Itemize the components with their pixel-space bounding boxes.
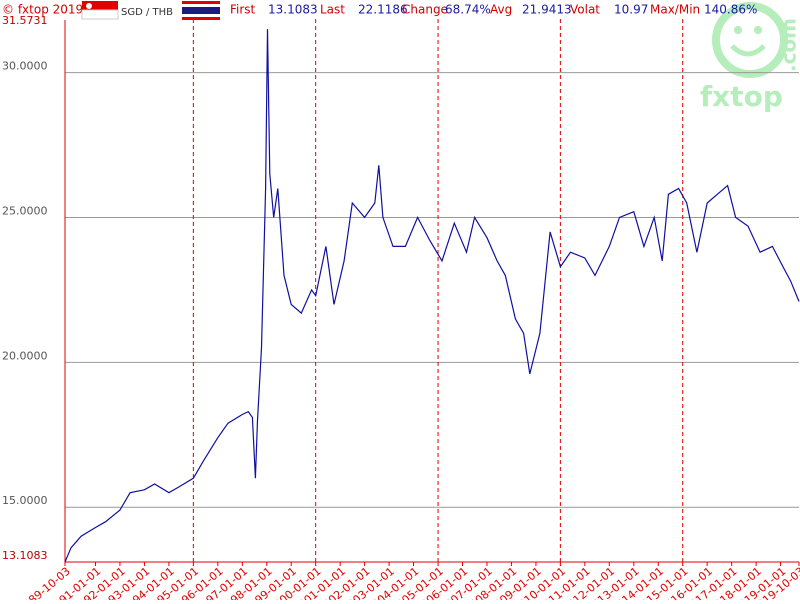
logo-eye: [734, 26, 742, 34]
series-line: [65, 29, 799, 562]
y-tick-label: 13.1083: [2, 549, 48, 562]
watermark-brand: fxtop: [700, 80, 783, 113]
y-tick-label: 25.0000: [2, 204, 48, 217]
stat-label: Change: [402, 3, 448, 17]
flag-part: [86, 3, 92, 9]
stat-value: 13.1083: [268, 3, 318, 17]
flag-sg: [82, 1, 118, 19]
stat-label: First: [230, 3, 256, 17]
stat-value: 68.74%: [445, 3, 491, 17]
stat-value: 10.97: [614, 3, 648, 17]
y-tick-label: 15.0000: [2, 494, 48, 507]
stat-label: Max/Min: [650, 3, 700, 17]
y-tick-label: 31.5731: [2, 14, 48, 27]
stat-value: 140.86%: [704, 3, 757, 17]
stat-label: Last: [320, 3, 345, 17]
y-tick-label: 30.0000: [2, 60, 48, 73]
flag-th: [182, 1, 220, 20]
stat-value: 21.9413: [522, 3, 572, 17]
flag-part: [82, 10, 118, 19]
flag-part: [182, 7, 220, 14]
stat-value: 22.1186: [358, 3, 408, 17]
stat-label: Avg: [490, 3, 512, 17]
watermark: fxtop .com: [700, 6, 800, 113]
logo-eye: [754, 26, 762, 34]
stat-label: Volat: [570, 3, 600, 17]
logo-smile: [732, 46, 764, 54]
watermark-suffix: .com: [777, 18, 800, 72]
currency-pair: SGD / THB: [121, 7, 173, 18]
y-tick-label: 20.0000: [2, 349, 48, 362]
